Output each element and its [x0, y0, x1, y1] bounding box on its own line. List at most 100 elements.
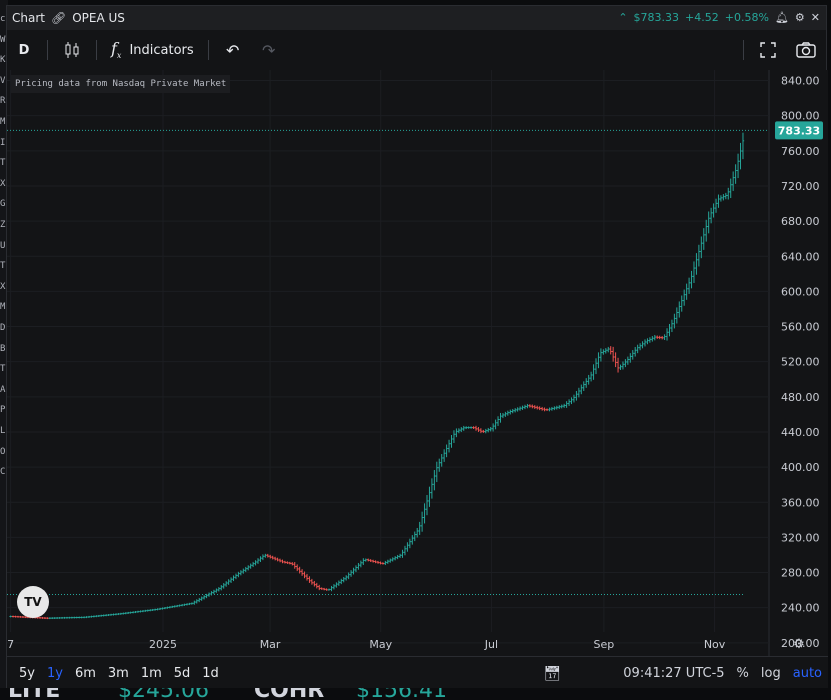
link-icon[interactable]: 🔗︎ — [50, 11, 67, 25]
bar-style-icon[interactable] — [54, 30, 90, 70]
symbol-label: OPEA US — [72, 11, 125, 25]
range-1m[interactable]: 1m — [140, 666, 162, 681]
sidebar-letter[interactable]: K — [0, 55, 6, 66]
log-toggle[interactable]: log — [760, 666, 781, 681]
chart-area[interactable]: 840.00 800.00 760.00 720.00 680.00 640.00 600.… — [7, 70, 828, 690]
divider — [47, 40, 48, 60]
y-tick-label: 520.00 — [781, 356, 820, 369]
sidebar-letter[interactable]: W — [0, 34, 6, 45]
sidebar-letter[interactable]: D — [0, 323, 6, 333]
last-price-tag — [775, 121, 823, 140]
ticker-price: $156.41 — [356, 688, 447, 700]
indicators-label: Indicators — [129, 42, 194, 58]
title-bar: Chart 🔗︎ OPEA US ⌃ $783.33 +4.52 +0.58% … — [7, 6, 826, 30]
y-tick-label: 600.00 — [781, 285, 820, 298]
y-tick-label: 480.00 — [781, 391, 820, 404]
sidebar-letter[interactable]: c — [0, 14, 6, 24]
sidebar-letter[interactable]: O — [0, 446, 6, 457]
sidebar-letter[interactable]: R — [0, 96, 6, 107]
range-1y[interactable]: 1y — [46, 666, 63, 681]
sidebar-letter[interactable]: Z — [0, 220, 6, 230]
toolbar-right — [737, 30, 826, 70]
sidebar-letter[interactable]: X — [0, 281, 6, 292]
y-tick-label: 760.00 — [781, 145, 820, 158]
sidebar-letter[interactable]: C — [0, 467, 6, 478]
divider — [207, 40, 209, 60]
x-tick-label: Jul — [484, 638, 498, 651]
axis-settings-icon[interactable]: ⚙ — [793, 637, 805, 652]
tradingview-logo[interactable]: TV — [17, 586, 49, 618]
chart-toolbar: D fx Indicators ↶ ↷ — [7, 30, 826, 70]
y-tick-label: 640.00 — [781, 250, 820, 263]
bell-icon[interactable]: 🔔︎ — [774, 11, 789, 24]
percent-toggle[interactable]: % — [736, 666, 749, 681]
indicators-button[interactable]: fx Indicators — [103, 30, 202, 70]
sidebar-letter[interactable]: X — [0, 178, 6, 189]
function-icon: fx — [111, 39, 122, 61]
ticker-symbol[interactable]: COHR — [254, 688, 324, 700]
sidebar-letter[interactable]: M — [0, 302, 6, 313]
x-tick-label: Nov — [704, 638, 726, 651]
ticker-price: $245.06 — [118, 688, 209, 700]
y-tick-label: 560.00 — [781, 321, 820, 334]
x-tick-label: Mar — [260, 638, 281, 651]
x-tick-label: 7 — [7, 638, 14, 651]
sidebar-letter[interactable]: L — [0, 426, 6, 436]
gear-icon[interactable]: ⚙︎ — [794, 11, 805, 24]
sidebar-letter[interactable]: T — [0, 261, 6, 272]
interval-button[interactable]: D — [18, 42, 30, 58]
range-1d[interactable]: 1d — [202, 666, 219, 681]
trend-up-icon: ⌃ — [618, 11, 628, 24]
range-3m[interactable]: 3m — [107, 666, 129, 681]
chart-title: Chart — [12, 11, 45, 25]
range-5d[interactable]: 5d — [173, 666, 191, 681]
auto-toggle[interactable]: auto — [792, 666, 822, 681]
sidebar-letter[interactable]: V — [0, 75, 6, 86]
sidebar-letter[interactable]: B — [0, 343, 6, 354]
fullscreen-icon[interactable] — [750, 30, 786, 70]
x-tick-label: 2025 — [149, 638, 177, 651]
sidebar-letter[interactable]: G — [0, 199, 6, 210]
sidebar-letter[interactable]: I — [0, 137, 6, 148]
y-tick-label: 800.00 — [781, 110, 820, 123]
redo-icon[interactable]: ↷ — [261, 40, 276, 60]
sidebar-letter[interactable]: T — [0, 364, 6, 375]
y-tick-label: 400.00 — [781, 461, 820, 474]
sidebar-letter[interactable]: U — [0, 240, 6, 251]
divider — [743, 40, 744, 60]
y-tick-label: 240.00 — [781, 602, 820, 615]
undo-icon[interactable]: ↶ — [225, 40, 240, 60]
y-tick-label: 720.00 — [781, 180, 820, 193]
header-change: +4.52 — [685, 11, 719, 24]
sidebar-letter[interactable]: A — [0, 384, 6, 395]
y-tick-label: 440.00 — [781, 426, 820, 439]
sidebar-letter[interactable]: T — [0, 158, 6, 169]
x-tick-label: Sep — [594, 638, 615, 651]
ticker-symbol[interactable]: LITE — [8, 688, 60, 700]
y-tick-label: 360.00 — [781, 496, 820, 509]
y-tick-label: 840.00 — [781, 75, 820, 88]
sidebar-letter[interactable]: M — [0, 117, 6, 127]
close-icon[interactable]: ✕ — [810, 11, 820, 24]
bottom-bar: 5y 1y 6m 3m 1m 5d 1d 📅︎ 09:41:27 UTC-5 % log a… — [7, 656, 828, 690]
calendar-icon[interactable]: 📅︎ — [543, 665, 562, 682]
range-6m[interactable]: 6m — [74, 666, 96, 681]
ticker-strip: LITE $245.06 COHR $156.41 — [0, 688, 831, 700]
sidebar-letter[interactable]: P — [0, 405, 6, 416]
divider — [96, 40, 97, 60]
header-price: $783.33 — [633, 11, 680, 24]
header-change-pct: +0.58% — [724, 11, 769, 24]
y-tick-label: 680.00 — [781, 215, 820, 228]
clock-time: 09:41:27 UTC-5 — [623, 666, 725, 681]
y-tick-label: 320.00 — [781, 531, 820, 544]
bottom-bar-right: 📅︎ 09:41:27 UTC-5 % log auto — [544, 657, 823, 690]
last-price-label: 783.33 — [778, 124, 820, 137]
range-5y[interactable]: 5y — [19, 666, 35, 681]
data-source-notice: Pricing data from Nasdaq Private Market — [11, 75, 231, 93]
x-tick-label: May — [369, 638, 392, 651]
price-chart[interactable]: 840.00 800.00 760.00 720.00 680.00 640.00 600.… — [7, 70, 828, 656]
camera-icon[interactable] — [786, 30, 826, 70]
y-tick-label: 280.00 — [781, 567, 820, 580]
title-right: ⌃ $783.33 +4.52 +0.58% 🔔︎ ⚙︎ ✕ — [618, 11, 820, 24]
